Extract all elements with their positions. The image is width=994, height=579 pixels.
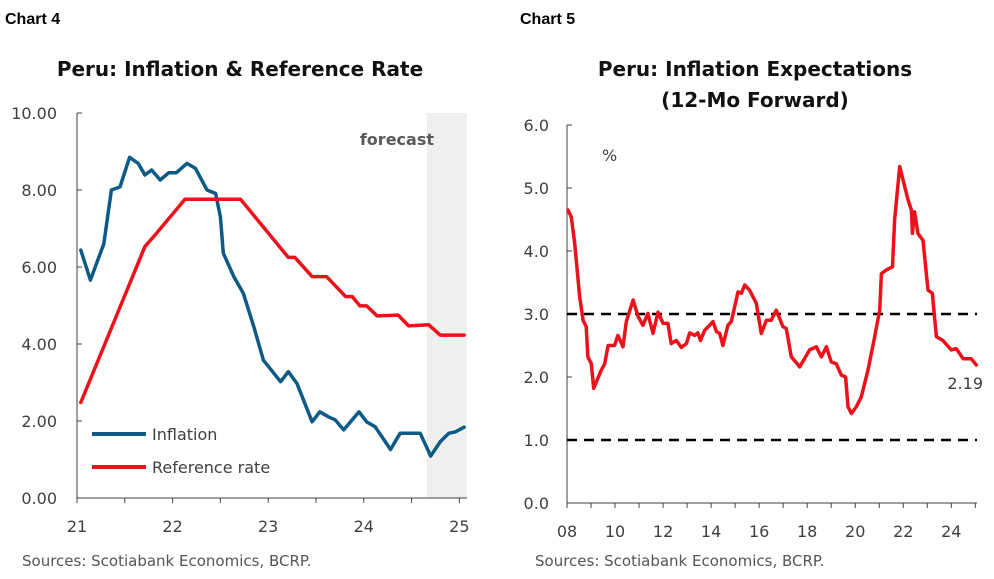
chart-5-subtitle: (12-Mo Forward) bbox=[661, 88, 849, 112]
x-tick-label: 24 bbox=[354, 517, 374, 536]
y-tick-label: 8.00 bbox=[21, 181, 57, 200]
y-tick-label: 6.00 bbox=[21, 258, 57, 277]
legend-label-inflation: Inflation bbox=[152, 425, 217, 444]
x-tick-label: 22 bbox=[893, 522, 913, 541]
chart-4: Chart 4 Peru: Inflation & Reference Rate… bbox=[5, 11, 470, 570]
y-tick-label: 10.00 bbox=[11, 104, 57, 123]
x-tick-label: 21 bbox=[67, 517, 87, 536]
chart-4-source: Sources: Scotiabank Economics, BCRP. bbox=[22, 552, 311, 570]
y-tick-label: 5.0 bbox=[524, 179, 549, 198]
end-value-label: 2.19 bbox=[947, 374, 983, 393]
y-tick-label: 3.0 bbox=[524, 305, 549, 324]
x-tick-label: 14 bbox=[701, 522, 721, 541]
series-line-inflation bbox=[79, 155, 466, 458]
x-tick-label: 25 bbox=[449, 517, 469, 536]
x-tick-label: 18 bbox=[797, 522, 817, 541]
x-tick-label: 24 bbox=[941, 522, 961, 541]
chart-4-label: Chart 4 bbox=[5, 11, 60, 28]
legend: Inflation Reference rate bbox=[92, 425, 270, 477]
x-tick-label: 23 bbox=[258, 517, 278, 536]
x-tick-label: 12 bbox=[653, 522, 673, 541]
y-tick-label: 4.0 bbox=[524, 242, 549, 261]
y-tick-label: 4.00 bbox=[21, 335, 57, 354]
series-line-0 bbox=[566, 164, 979, 416]
chart-5-source: Sources: Scotiabank Economics, BCRP. bbox=[535, 552, 824, 570]
x-tick-label: 20 bbox=[845, 522, 865, 541]
chart-5: Chart 5 Peru: Inflation Expectations (12… bbox=[520, 11, 983, 570]
chart-4-title: Peru: Inflation & Reference Rate bbox=[57, 57, 423, 81]
y-tick-label: 2.0 bbox=[524, 368, 549, 387]
legend-label-reference-rate: Reference rate bbox=[152, 458, 270, 477]
x-tick-label: 16 bbox=[749, 522, 769, 541]
y-tick-label: 0.0 bbox=[524, 494, 549, 513]
y-tick-label: 6.0 bbox=[524, 116, 549, 135]
x-tick-label: 22 bbox=[162, 517, 182, 536]
x-tick-label: 10 bbox=[605, 522, 625, 541]
y-tick-label: 0.00 bbox=[21, 489, 57, 508]
forecast-label: forecast bbox=[360, 130, 435, 149]
chart-5-title: Peru: Inflation Expectations bbox=[598, 57, 912, 81]
forecast-shaded-region bbox=[426, 113, 467, 498]
y-tick-label: 2.00 bbox=[21, 412, 57, 431]
x-tick-label: 08 bbox=[557, 522, 577, 541]
series-line-reference-rate bbox=[79, 197, 466, 405]
y-unit-label: % bbox=[602, 146, 617, 165]
y-tick-label: 1.0 bbox=[524, 431, 549, 450]
chart-5-label: Chart 5 bbox=[520, 11, 575, 28]
